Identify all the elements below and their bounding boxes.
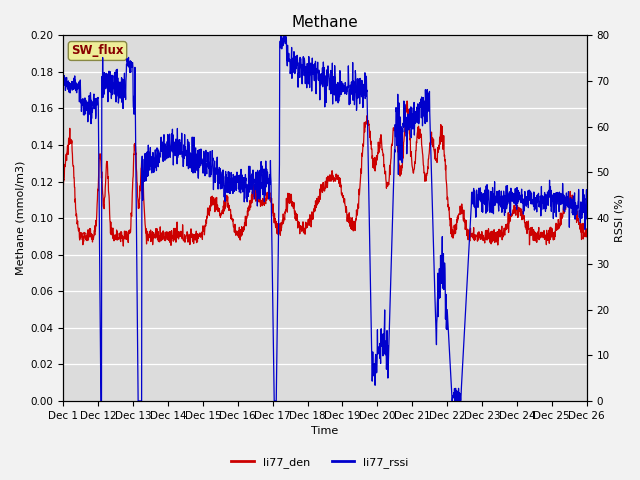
Legend: li77_den, li77_rssi: li77_den, li77_rssi [227, 452, 413, 472]
X-axis label: Time: Time [312, 426, 339, 436]
Text: SW_flux: SW_flux [71, 45, 124, 58]
Y-axis label: Methane (mmol/m3): Methane (mmol/m3) [15, 161, 25, 276]
Title: Methane: Methane [292, 15, 358, 30]
Y-axis label: RSSI (%): RSSI (%) [615, 194, 625, 242]
